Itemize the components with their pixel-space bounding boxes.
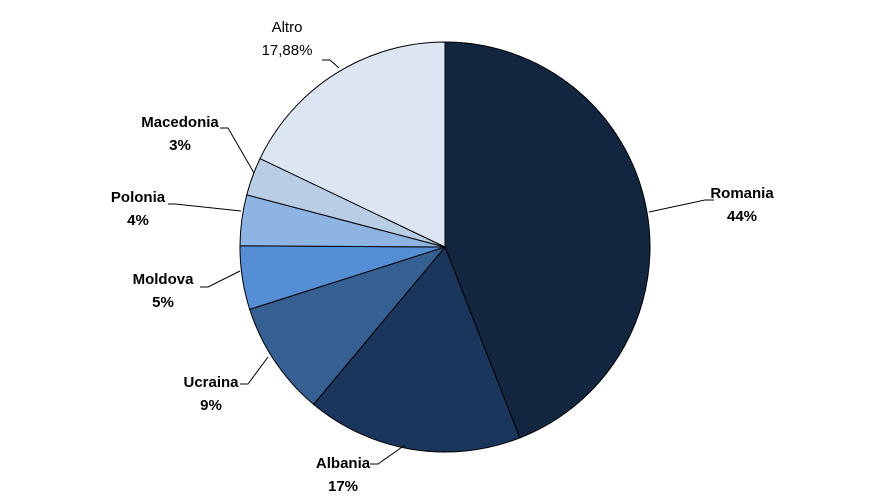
pie-slice-romania xyxy=(444,41,651,439)
slice-value: 44% xyxy=(726,208,758,225)
leader-line-polonia xyxy=(168,203,242,212)
data-label-moldova: Moldova 5% xyxy=(133,268,194,314)
slice-name: Ucraina xyxy=(183,374,239,391)
slice-name: Macedonia xyxy=(141,114,219,131)
slice-name: Polonia xyxy=(110,189,166,206)
data-label-polonia: Polonia 4% xyxy=(111,186,165,232)
data-label-altro: Altro 17,88% xyxy=(262,16,313,62)
slice-name: Albania xyxy=(315,455,371,472)
slice-name: Romania xyxy=(710,185,774,202)
slice-value: 3% xyxy=(169,137,191,154)
leader-line-altro xyxy=(322,59,340,69)
data-label-ucraina: Ucraina 9% xyxy=(183,371,238,417)
slice-value: 17% xyxy=(327,478,359,495)
data-label-romania: Romania 44% xyxy=(710,182,773,228)
slice-name: Altro xyxy=(271,19,303,36)
leader-line-romania xyxy=(648,199,714,213)
slice-value: 17,88% xyxy=(261,42,313,59)
pie-slice-altro xyxy=(259,41,446,248)
data-label-macedonia: Macedonia 3% xyxy=(141,111,219,157)
slice-name: Moldova xyxy=(132,271,194,288)
slice-value: 4% xyxy=(127,212,149,229)
leader-line-macedonia xyxy=(220,127,255,174)
slice-value: 9% xyxy=(200,397,222,414)
leader-line-ucraina xyxy=(240,356,269,385)
leader-line-albania xyxy=(370,444,406,465)
pie-slice-albania xyxy=(312,246,521,453)
leader-line-moldova xyxy=(200,270,241,288)
pie-slice-ucraina xyxy=(249,246,447,406)
data-label-albania: Albania 17% xyxy=(316,452,370,498)
slice-value: 5% xyxy=(152,294,174,311)
